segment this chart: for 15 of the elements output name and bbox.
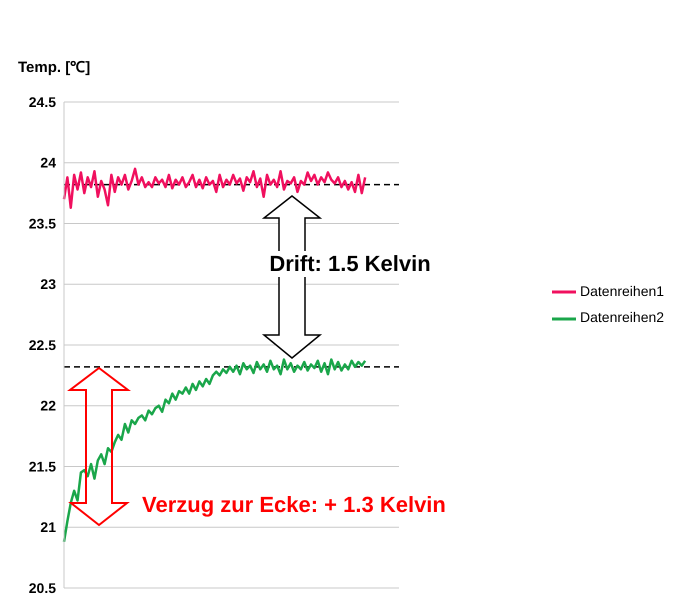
y-tick-label: 20.5 [28, 580, 56, 596]
legend-label: Datenreihen1 [580, 283, 664, 299]
y-axis-title: Temp. [℃] [18, 58, 90, 76]
line-series [62, 168, 366, 209]
y-tick-label: 24 [40, 154, 56, 171]
y-tick-label: 21.5 [28, 458, 56, 474]
y-tick-label: 24.5 [28, 94, 56, 110]
annotation: Verzug zur Ecke: + 1.3 Kelvin [141, 492, 447, 518]
y-tick-label: 23.5 [28, 215, 56, 232]
y-tick-label: 22 [40, 398, 56, 414]
y-tick-label: 22.5 [28, 336, 56, 353]
annotation: Drift: 1.5 Kelvin [265, 251, 435, 277]
y-tick-label: 23 [40, 276, 56, 292]
y-tick-label: 21 [40, 519, 56, 536]
legend-label: Datenreihen2 [580, 309, 664, 326]
